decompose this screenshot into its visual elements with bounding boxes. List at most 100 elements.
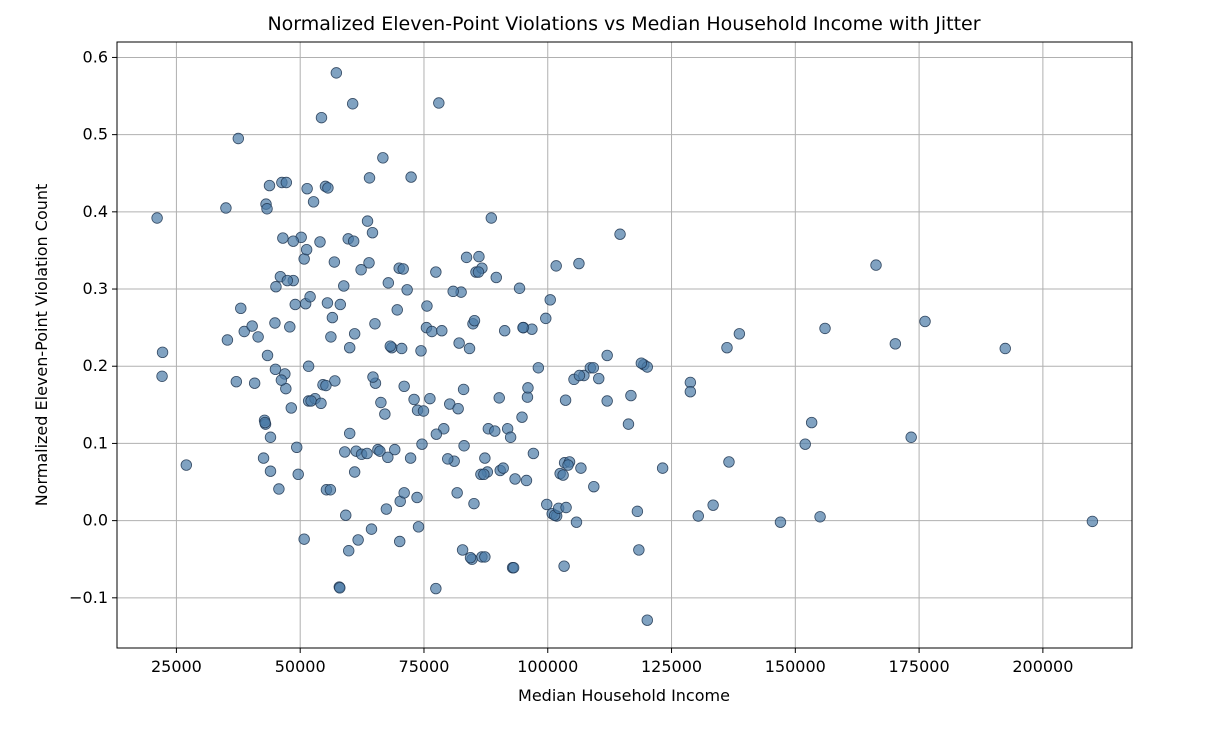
scatter-point bbox=[575, 462, 587, 474]
scatter-point bbox=[314, 236, 326, 248]
scatter-point bbox=[472, 266, 485, 278]
y-tick-label: 0.4 bbox=[83, 202, 108, 221]
scatter-point bbox=[774, 516, 787, 528]
x-tick-label: 25000 bbox=[151, 657, 202, 676]
scatter-point bbox=[532, 362, 545, 374]
scatter-point bbox=[269, 317, 281, 329]
x-tick-label: 150000 bbox=[765, 657, 826, 676]
x-axis-label: Median Household Income bbox=[518, 686, 730, 705]
scatter-point bbox=[238, 325, 250, 338]
y-tick-label: 0.5 bbox=[83, 125, 108, 144]
scatter-point bbox=[398, 380, 410, 393]
scatter-point bbox=[298, 533, 310, 545]
scatter-point bbox=[281, 274, 294, 287]
scatter-point bbox=[246, 320, 258, 332]
y-tick-label: 0.6 bbox=[83, 47, 108, 66]
scatter-point bbox=[285, 402, 297, 414]
scatter-point bbox=[398, 487, 410, 499]
scatter-point bbox=[330, 67, 343, 79]
scatter-point bbox=[692, 510, 704, 522]
scatter-point bbox=[369, 318, 381, 330]
scatter-point bbox=[367, 371, 379, 383]
scatter-point bbox=[411, 491, 423, 504]
scatter-point bbox=[464, 551, 477, 564]
scatter-point bbox=[489, 425, 501, 437]
scatter-point bbox=[433, 97, 445, 109]
scatter-point bbox=[478, 468, 490, 481]
scatter-point bbox=[348, 466, 361, 478]
scatter-point bbox=[289, 298, 301, 311]
scatter-point bbox=[544, 294, 556, 306]
scatter-point bbox=[522, 382, 534, 394]
scatter-point bbox=[479, 551, 491, 563]
scatter-point bbox=[326, 311, 339, 324]
scatter-point bbox=[430, 582, 442, 595]
scatter-point bbox=[889, 338, 902, 350]
scatter-point bbox=[412, 521, 425, 533]
scatter-point bbox=[570, 516, 583, 528]
scatter-point bbox=[805, 416, 818, 429]
scatter-point bbox=[264, 465, 277, 477]
scatter-point bbox=[382, 451, 394, 464]
scatter-point bbox=[573, 369, 586, 382]
scatter-point bbox=[404, 452, 417, 464]
scatter-point bbox=[415, 345, 427, 357]
scatter-point bbox=[300, 243, 313, 256]
scatter-point bbox=[302, 360, 315, 372]
scatter-point bbox=[490, 271, 502, 284]
scatter-point bbox=[304, 291, 316, 303]
scatter-point bbox=[421, 300, 433, 312]
scatter-point bbox=[458, 440, 470, 452]
scatter-point bbox=[456, 544, 469, 556]
scatter-point bbox=[348, 328, 361, 340]
scatter-point bbox=[504, 431, 517, 443]
scatter-point bbox=[275, 374, 288, 386]
plot-frame bbox=[116, 41, 1133, 649]
scatter-point bbox=[325, 331, 337, 343]
scatter-point bbox=[252, 331, 264, 343]
scatter-point bbox=[560, 501, 572, 514]
scatter-point bbox=[347, 235, 360, 247]
scatter-point bbox=[451, 487, 463, 499]
scatter-point bbox=[507, 562, 520, 574]
scatter-point bbox=[593, 372, 605, 385]
scatter-point bbox=[468, 314, 481, 327]
scatter-point bbox=[328, 256, 341, 268]
x-tick-label: 100000 bbox=[517, 657, 578, 676]
scatter-point bbox=[334, 582, 346, 594]
scatter-point bbox=[305, 395, 317, 407]
scatter-point bbox=[235, 302, 247, 315]
scatter-point bbox=[320, 379, 332, 392]
scatter-point bbox=[156, 346, 169, 359]
grid-lines bbox=[117, 42, 1132, 648]
scatter-point bbox=[277, 232, 289, 244]
scatter-point bbox=[389, 443, 401, 456]
scatter-point bbox=[340, 509, 352, 521]
scatter-point bbox=[257, 452, 270, 464]
scatter-point bbox=[559, 394, 572, 406]
scatter-point bbox=[513, 282, 526, 294]
x-tick-label: 75000 bbox=[399, 657, 450, 676]
scatter-point bbox=[315, 397, 327, 409]
scatter-point bbox=[382, 277, 395, 289]
scatter-point bbox=[509, 473, 521, 485]
scatter-point bbox=[870, 259, 882, 271]
chart-title: Normalized Eleven-Point Violations vs Me… bbox=[267, 13, 980, 35]
scatter-point bbox=[263, 179, 276, 192]
scatter-point bbox=[625, 389, 637, 402]
scatter-point bbox=[366, 226, 379, 239]
scatter-point bbox=[622, 418, 635, 430]
scatter-point bbox=[365, 523, 378, 535]
scatter-point bbox=[355, 264, 367, 276]
scatter-point bbox=[287, 235, 299, 247]
scatter-point bbox=[264, 431, 277, 443]
y-tick-label: 0.1 bbox=[83, 433, 108, 452]
scatter-point bbox=[405, 171, 417, 183]
scatter-point bbox=[614, 228, 626, 240]
scatter-point bbox=[417, 405, 430, 417]
y-tick-label: 0.3 bbox=[83, 279, 108, 298]
scatter-point bbox=[641, 614, 653, 626]
scatter-point bbox=[473, 250, 485, 263]
scatter-point bbox=[721, 342, 733, 354]
